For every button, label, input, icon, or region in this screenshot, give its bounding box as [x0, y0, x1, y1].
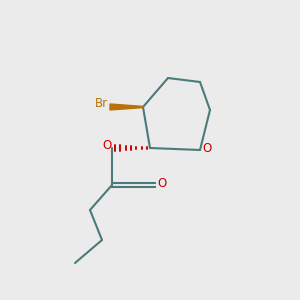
Text: Br: Br — [95, 97, 108, 110]
Polygon shape — [110, 104, 143, 110]
Text: O: O — [202, 142, 211, 155]
Text: O: O — [157, 177, 166, 190]
Text: O: O — [102, 139, 111, 152]
